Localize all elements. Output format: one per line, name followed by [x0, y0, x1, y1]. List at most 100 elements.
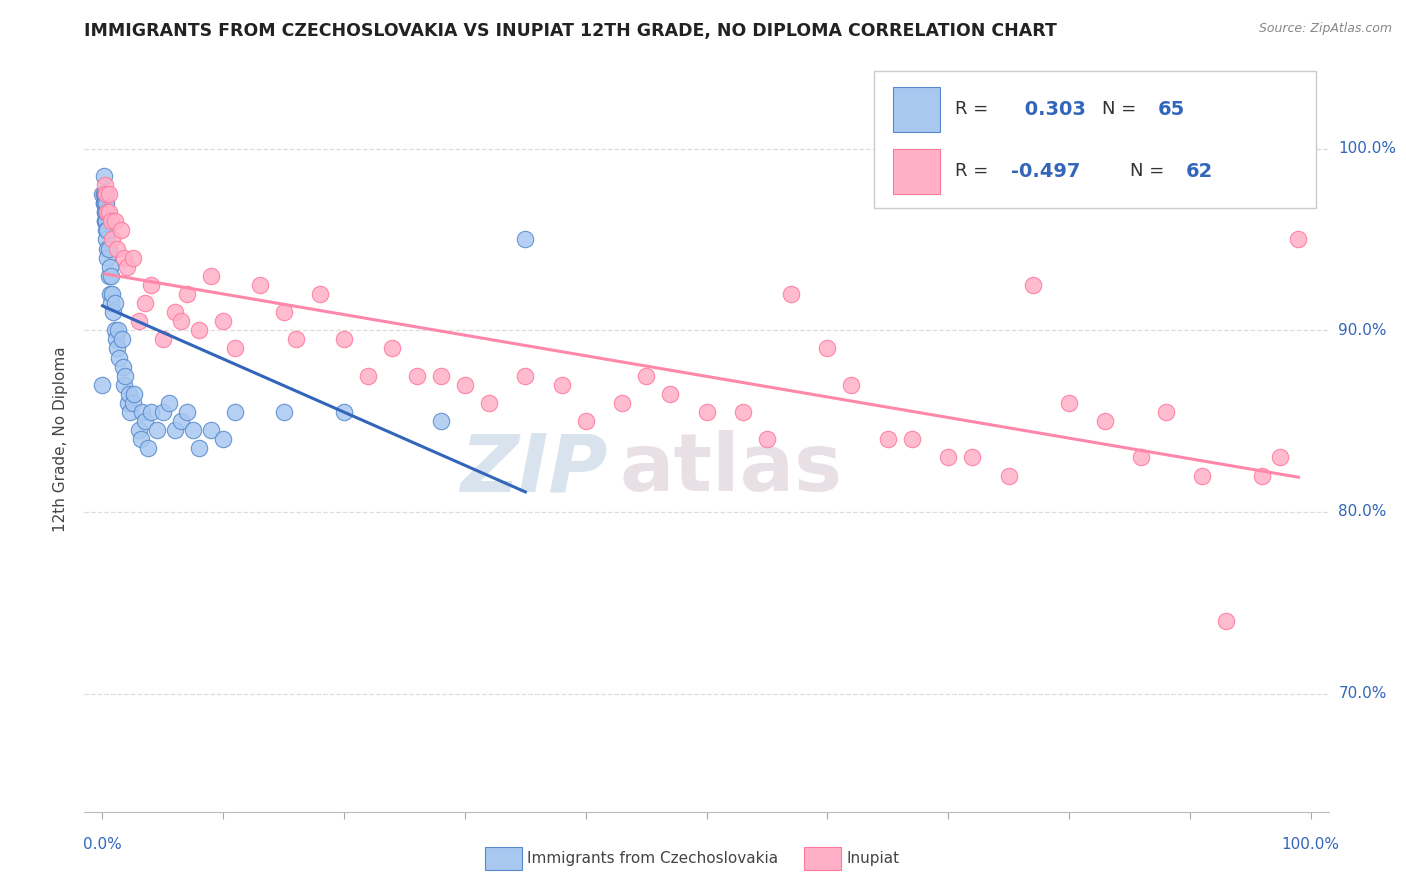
Point: [163, 305, 186, 319]
Point: [117, 396, 139, 410]
Point: [121, 251, 143, 265]
Point: [118, 387, 141, 401]
Point: [146, 423, 169, 437]
Point: [454, 377, 477, 392]
Point: [188, 442, 211, 456]
Point: [780, 287, 803, 301]
Text: 100.0%: 100.0%: [1281, 837, 1340, 852]
Point: [112, 251, 135, 265]
Point: [98, 287, 121, 301]
Point: [96, 223, 118, 237]
Point: [120, 405, 142, 419]
Point: [936, 450, 959, 465]
Point: [610, 396, 633, 410]
Text: atlas: atlas: [620, 430, 842, 508]
Text: N =: N =: [1102, 101, 1142, 119]
Point: [94, 187, 117, 202]
Point: [157, 396, 180, 410]
Point: [429, 414, 451, 428]
Point: [224, 342, 246, 356]
Point: [107, 323, 129, 337]
Point: [515, 232, 537, 246]
Point: [212, 314, 235, 328]
Point: [103, 296, 125, 310]
Point: [108, 351, 131, 365]
Point: [103, 214, 125, 228]
Point: [111, 332, 134, 346]
Point: [100, 296, 122, 310]
Point: [200, 268, 222, 283]
Point: [129, 433, 152, 447]
Point: [94, 196, 117, 211]
Point: [876, 433, 898, 447]
Text: Source: ZipAtlas.com: Source: ZipAtlas.com: [1258, 22, 1392, 36]
Point: [841, 377, 863, 392]
Point: [94, 205, 117, 219]
Point: [103, 305, 125, 319]
Point: [152, 405, 174, 419]
Point: [1154, 405, 1177, 419]
Point: [101, 287, 124, 301]
Point: [1021, 277, 1043, 292]
Point: [94, 214, 117, 228]
Point: [1094, 414, 1116, 428]
Point: [104, 332, 127, 346]
Text: N =: N =: [1129, 162, 1170, 180]
Point: [97, 205, 120, 219]
Point: [1288, 232, 1310, 246]
Point: [93, 187, 115, 202]
Point: [94, 187, 117, 202]
Point: [94, 196, 117, 211]
Point: [1191, 468, 1213, 483]
Point: [110, 223, 132, 237]
Point: [181, 423, 204, 437]
Point: [115, 260, 138, 274]
Text: 62: 62: [1185, 161, 1213, 181]
Point: [103, 323, 125, 337]
Point: [224, 405, 246, 419]
Point: [139, 405, 162, 419]
Point: [122, 387, 145, 401]
Point: [381, 342, 404, 356]
Point: [139, 277, 162, 292]
Text: 80.0%: 80.0%: [1339, 505, 1386, 519]
Point: [429, 368, 451, 383]
Point: [188, 323, 211, 337]
Point: [1251, 468, 1274, 483]
Point: [515, 368, 537, 383]
Point: [1215, 614, 1237, 628]
Point: [91, 377, 114, 392]
Point: [114, 368, 136, 383]
Point: [131, 405, 153, 419]
Point: [659, 387, 682, 401]
Point: [962, 450, 984, 465]
Point: [93, 187, 115, 202]
FancyBboxPatch shape: [893, 149, 941, 194]
Point: [91, 187, 114, 202]
Point: [405, 368, 427, 383]
Point: [997, 468, 1019, 483]
Point: [105, 342, 128, 356]
Point: [1270, 450, 1292, 465]
Point: [138, 442, 160, 456]
Text: 100.0%: 100.0%: [1339, 141, 1396, 156]
Point: [273, 305, 295, 319]
Point: [357, 368, 380, 383]
Point: [575, 414, 598, 428]
Point: [176, 405, 198, 419]
Point: [94, 232, 117, 246]
Text: 65: 65: [1159, 100, 1185, 119]
Point: [170, 314, 193, 328]
Point: [176, 287, 198, 301]
Point: [96, 251, 118, 265]
Point: [755, 433, 778, 447]
Point: [249, 277, 271, 292]
Point: [200, 423, 222, 437]
Point: [97, 242, 120, 256]
Y-axis label: 12th Grade, No Diploma: 12th Grade, No Diploma: [53, 346, 69, 533]
Text: R =: R =: [956, 101, 994, 119]
Point: [550, 377, 572, 392]
Text: R =: R =: [956, 162, 994, 180]
Point: [901, 433, 924, 447]
Point: [333, 405, 356, 419]
